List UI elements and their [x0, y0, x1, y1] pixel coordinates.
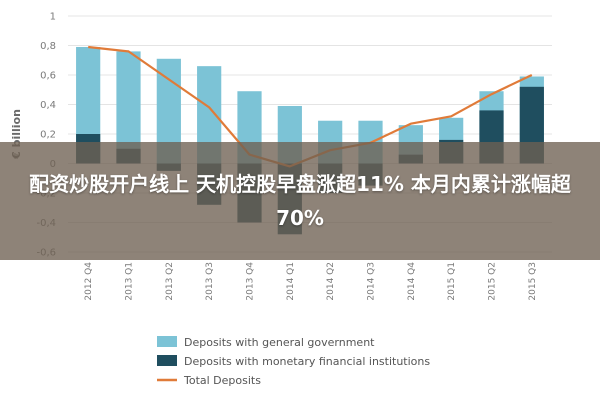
x-tick-label: 2013 Q2 [165, 262, 175, 301]
y-tick-label: 1 [50, 12, 56, 23]
legend-swatch [157, 355, 177, 366]
x-tick-label: 2014 Q4 [407, 262, 417, 301]
x-tick-label: 2015 Q1 [447, 262, 457, 301]
x-tick-label: 2013 Q4 [246, 262, 256, 301]
x-tick-label: 2014 Q2 [326, 262, 336, 301]
legend-label: Total Deposits [183, 374, 261, 387]
headline-text: 配资炒股开户线上 天机控股早盘涨超11% 本月内累计涨幅超70% [29, 172, 571, 230]
legend-label: Deposits with general government [184, 336, 375, 349]
y-tick-label: 0,8 [40, 41, 56, 52]
x-tick-label: 2015 Q2 [488, 262, 498, 301]
x-tick-label: 2013 Q1 [125, 262, 135, 301]
legend: Deposits with general government Deposits… [157, 336, 430, 387]
y-tick-label: 0,6 [40, 71, 56, 82]
legend-label: Deposits with monetary financial institu… [184, 355, 430, 368]
x-axis-ticks: 2012 Q4 2013 Q1 2013 Q2 2013 Q3 2013 Q4 2014 … [84, 262, 538, 301]
x-tick-label: 2013 Q3 [205, 262, 215, 301]
headline-overlay: 配资炒股开户线上 天机控股早盘涨超11% 本月内累计涨幅超70% [0, 142, 600, 260]
x-tick-label: 2014 Q1 [286, 262, 296, 301]
x-tick-label: 2015 Q3 [528, 262, 538, 301]
y-tick-label: 0,4 [40, 100, 56, 111]
x-tick-label: 2012 Q4 [84, 262, 94, 301]
y-tick-label: 0,2 [40, 130, 56, 141]
x-tick-label: 2014 Q3 [367, 262, 377, 301]
legend-swatch [157, 336, 177, 347]
